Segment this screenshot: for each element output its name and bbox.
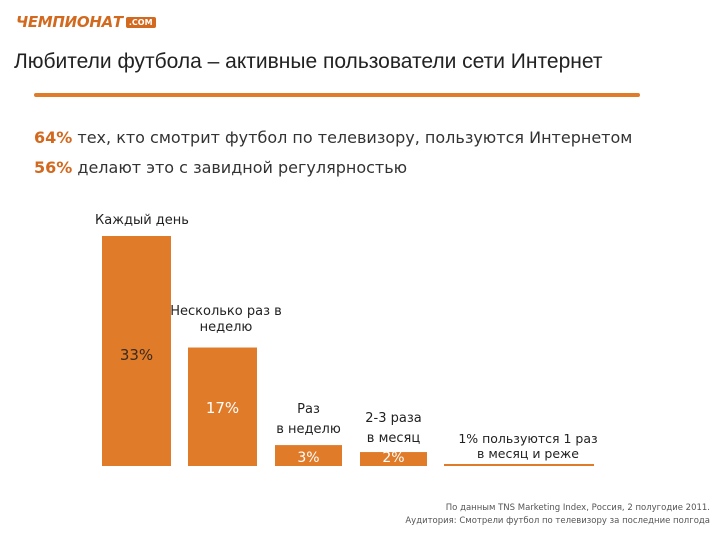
value-label-1: 33% bbox=[120, 346, 153, 364]
logo-suffix: .COM bbox=[125, 16, 156, 28]
value-label-2: 17% bbox=[206, 399, 239, 417]
stat-2-percent: 56% bbox=[34, 158, 73, 177]
category-label-5-line-2: в месяц и реже bbox=[477, 446, 579, 461]
stat-line-1: 64% тех, кто смотрит футбол по телевизор… bbox=[34, 128, 632, 147]
category-label-2-line-1: Несколько раз в bbox=[170, 304, 282, 319]
stat-2-text: делают это с завидной регулярностью bbox=[77, 158, 408, 177]
brand-logo: ЧЕМПИОНАТ .COM bbox=[16, 12, 156, 32]
page-title: Любители футбола – активные пользователи… bbox=[14, 50, 603, 73]
category-label-3-line-1: Раз bbox=[297, 402, 320, 417]
bar-4 bbox=[360, 452, 427, 466]
logo-text: ЧЕМПИОНАТ bbox=[16, 13, 123, 31]
stat-line-2: 56% делают это с завидной регулярностью bbox=[34, 158, 407, 177]
category-label-4-line-1: 2-3 раза bbox=[365, 411, 421, 426]
category-label-4-line-2: в месяц bbox=[367, 431, 421, 446]
stat-1-percent: 64% bbox=[34, 128, 73, 147]
value-label-4: 2% bbox=[382, 450, 404, 466]
source-note: По данным TNS Marketing Index, Россия, 2… bbox=[405, 502, 710, 528]
stat-1-text: тех, кто смотрит футбол по телевизору, п… bbox=[77, 128, 633, 147]
category-label-2-line-2: неделю bbox=[200, 320, 253, 335]
bar-5 bbox=[444, 464, 594, 466]
title-divider bbox=[34, 93, 640, 97]
category-label-3-line-2: в неделю bbox=[276, 422, 341, 437]
value-label-3: 3% bbox=[297, 450, 319, 466]
bar-3 bbox=[275, 445, 342, 466]
bar-2 bbox=[188, 347, 257, 466]
source-line-2: Аудитория: Смотрели футбол по телевизору… bbox=[405, 516, 710, 526]
category-label-5-line-1: 1% пользуются 1 раз bbox=[458, 431, 597, 446]
source-line-1: По данным TNS Marketing Index, Россия, 2… bbox=[445, 503, 710, 513]
category-label-1-line-1: Каждый день bbox=[95, 213, 189, 228]
bar-1 bbox=[102, 236, 171, 466]
